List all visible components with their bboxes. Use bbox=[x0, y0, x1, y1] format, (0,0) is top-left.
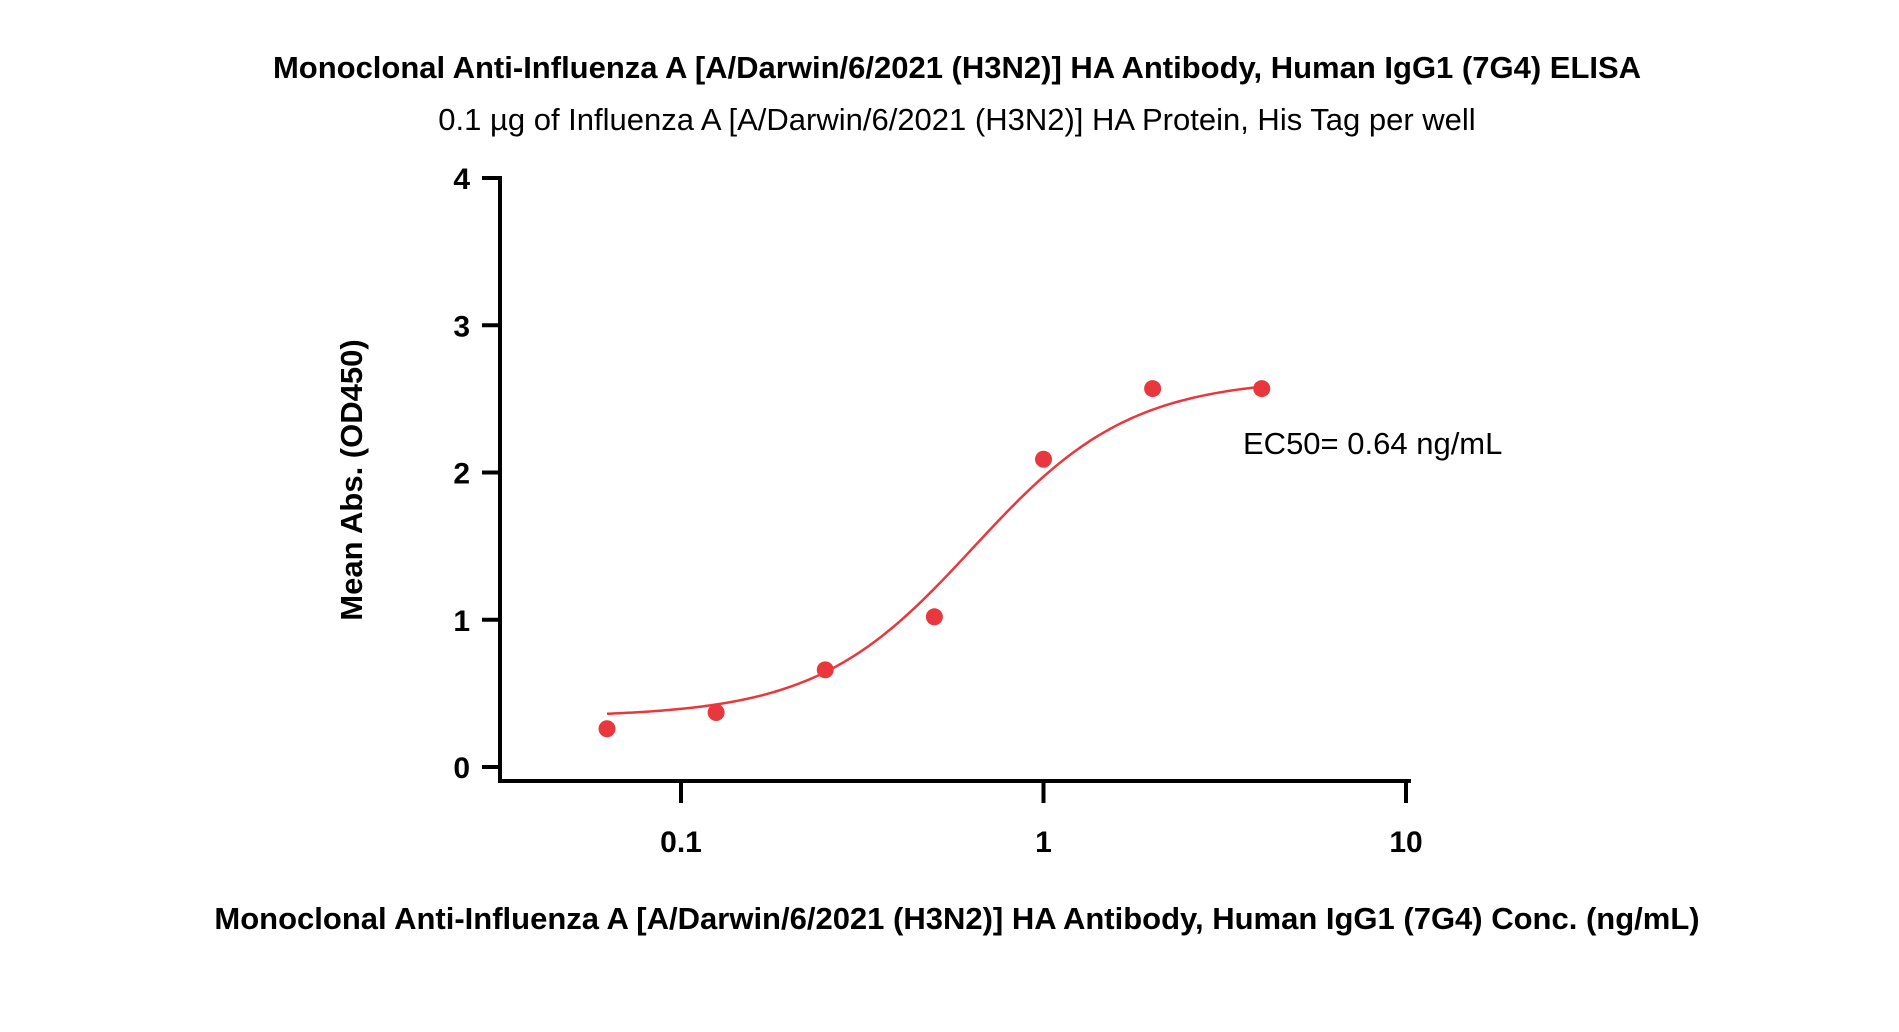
y-tick-label-2: 2 bbox=[453, 458, 470, 491]
y-axis-label: Mean Abs. (OD450) bbox=[334, 339, 369, 620]
plot-area bbox=[598, 380, 1271, 738]
y-tick-label-3: 3 bbox=[453, 310, 470, 343]
y-tick-label-1: 1 bbox=[453, 605, 470, 638]
ec50-annotation: EC50= 0.64 ng/mL bbox=[1243, 426, 1502, 461]
chart-subtitle: 0.1 µg of Influenza A [A/Darwin/6/2021 (… bbox=[438, 102, 1475, 137]
y-tick-label-4: 4 bbox=[453, 163, 470, 196]
x-axis-ticks: 0.1 1 10 bbox=[660, 781, 1423, 859]
x-tick-label-10: 10 bbox=[1389, 826, 1422, 859]
data-point-5 bbox=[1144, 380, 1162, 398]
x-axis-label: Monoclonal Anti-Influenza A [A/Darwin/6/… bbox=[214, 901, 1699, 936]
data-point-3 bbox=[925, 608, 943, 626]
y-axis-ticks: 0 1 2 3 4 bbox=[453, 163, 500, 785]
data-point-4 bbox=[1035, 450, 1052, 468]
y-tick-label-0: 0 bbox=[453, 752, 470, 785]
x-tick-label-1: 1 bbox=[1035, 826, 1052, 859]
data-point-6 bbox=[1253, 380, 1271, 398]
data-point-0 bbox=[598, 720, 616, 738]
data-point-2 bbox=[816, 661, 834, 679]
chart-title: Monoclonal Anti-Influenza A [A/Darwin/6/… bbox=[273, 50, 1641, 85]
data-point-1 bbox=[707, 704, 725, 722]
data-points bbox=[598, 380, 1271, 738]
x-tick-label-0_1: 0.1 bbox=[660, 826, 702, 859]
fit-curve bbox=[606, 385, 1262, 715]
